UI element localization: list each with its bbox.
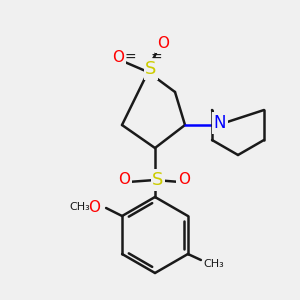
Text: O: O: [88, 200, 100, 215]
Text: S: S: [145, 60, 157, 78]
Text: O: O: [112, 50, 124, 65]
Text: =: =: [124, 51, 136, 65]
Text: CH₃: CH₃: [70, 202, 91, 212]
Text: O: O: [118, 172, 130, 188]
Text: O: O: [157, 37, 169, 52]
Text: O: O: [178, 172, 190, 188]
Text: S: S: [152, 171, 164, 189]
Text: CH₃: CH₃: [203, 259, 224, 269]
Text: =: =: [150, 51, 162, 65]
Text: N: N: [214, 114, 226, 132]
